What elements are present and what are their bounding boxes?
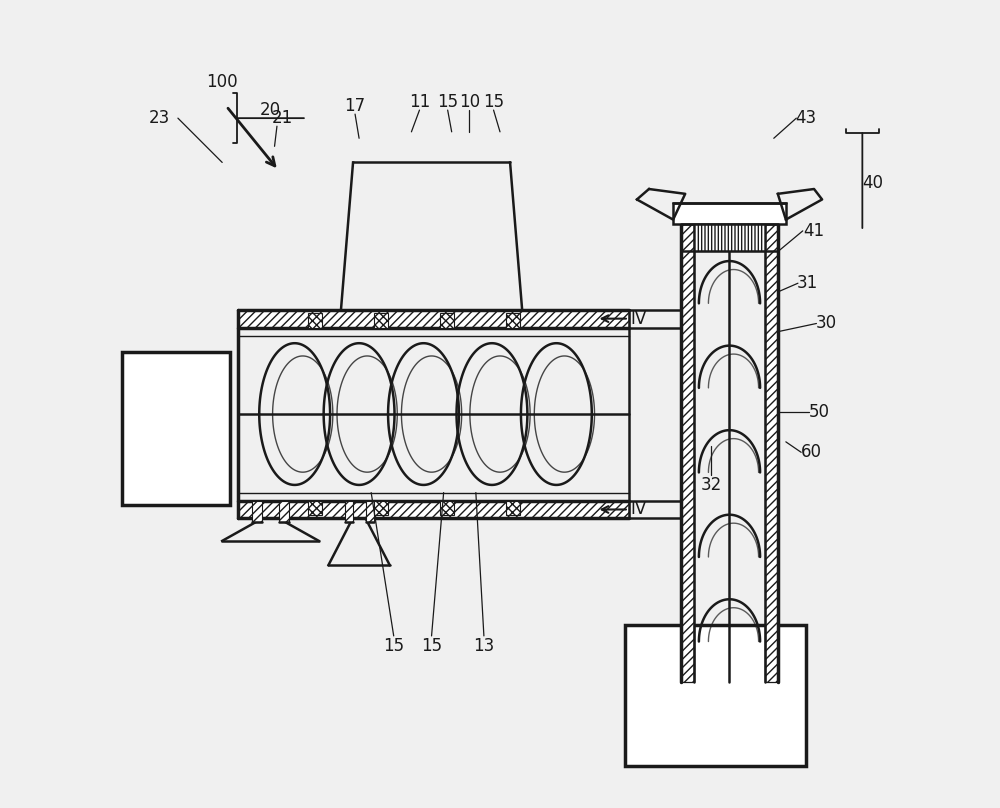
Bar [308,313,322,327]
Text: 31: 31 [797,274,818,292]
Bar [506,313,520,327]
Text: 17: 17 [344,97,366,115]
Bar [345,501,353,522]
Text: 15: 15 [437,93,458,111]
Text: 32: 32 [700,476,722,494]
Bar [122,351,230,505]
Text: 100: 100 [206,73,238,91]
Bar [252,501,262,522]
Text: 20: 20 [260,101,281,119]
Bar [238,309,629,327]
Text: 21: 21 [272,109,293,127]
Text: IV: IV [630,500,647,519]
Text: 15: 15 [483,93,504,111]
Text: 13: 13 [473,637,495,654]
Text: 15: 15 [383,637,404,654]
Text: 41: 41 [803,222,825,240]
Text: 43: 43 [795,109,817,127]
Bar [374,501,388,516]
Text: 11: 11 [409,93,430,111]
Bar [681,215,694,682]
Bar [308,501,322,516]
Bar [279,501,289,522]
Text: 40: 40 [862,174,883,191]
Bar [440,313,454,327]
Bar [440,501,454,516]
Text: 50: 50 [809,403,830,421]
Text: 23: 23 [149,109,170,127]
Text: IV: IV [630,309,647,328]
Bar [694,224,765,251]
Bar [366,501,374,522]
Bar [374,313,388,327]
Text: 60: 60 [801,444,822,461]
Text: 30: 30 [816,314,837,332]
Text: 10: 10 [459,93,480,111]
Bar [238,501,629,519]
Bar [506,501,520,516]
Bar [625,625,806,766]
Text: 15: 15 [421,637,442,654]
Bar [673,204,786,224]
Bar [765,215,778,682]
